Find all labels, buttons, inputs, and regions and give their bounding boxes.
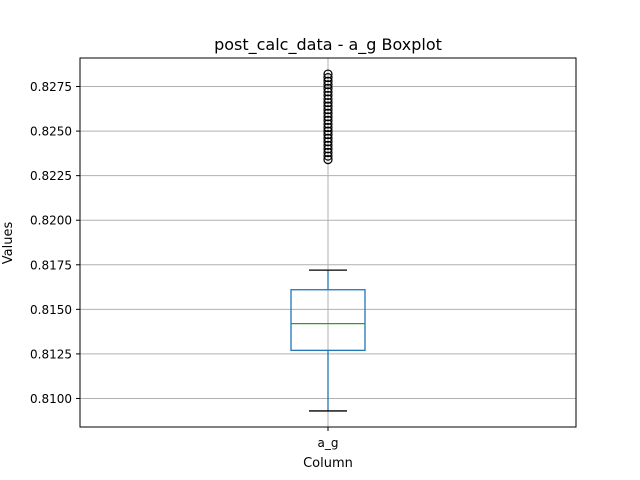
outlier-point: [323, 90, 333, 101]
y-tick-label: 0.8125: [30, 347, 72, 361]
outlier-point: [323, 130, 333, 140]
y-tick-label: 0.8225: [30, 169, 72, 183]
outlier-point: [323, 119, 333, 129]
outlier-point: [323, 147, 333, 158]
outlier-point: [323, 101, 333, 111]
outlier-point: [323, 151, 333, 161]
outlier-point: [323, 122, 333, 133]
outlier-point: [323, 115, 333, 125]
y-tick-label: 0.8200: [30, 214, 72, 228]
outlier-point: [323, 76, 333, 86]
y-tick-label: 0.8175: [30, 258, 72, 272]
outlier-point: [323, 144, 333, 154]
outlier-point: [323, 87, 333, 97]
y-tick-label: 0.8100: [30, 392, 72, 406]
outlier-point: [323, 137, 333, 147]
y-axis-label: Values: [1, 222, 16, 265]
outlier-point: [323, 126, 333, 136]
outlier-point: [323, 69, 333, 79]
outlier-point: [323, 73, 333, 83]
outlier-point: [323, 133, 333, 143]
outlier-point: [323, 105, 333, 115]
outlier-point: [323, 108, 333, 118]
y-tick-label: 0.8150: [30, 303, 72, 317]
y-tick-label: 0.8250: [30, 125, 72, 139]
plot-area: [290, 69, 366, 412]
outlier-point: [323, 94, 333, 104]
outlier-point: [323, 80, 333, 90]
grid-lines: [80, 58, 576, 427]
chart-title: post_calc_data - a_g Boxplot: [214, 35, 442, 55]
iqr-box: [290, 289, 366, 351]
outlier-point: [323, 140, 333, 150]
outlier-point: [323, 155, 333, 165]
y-axis-ticks: 0.8100 0.8125 0.8150 0.8175 0.8200 0.8225 0.82…: [30, 80, 80, 406]
outlier-point: [323, 83, 333, 93]
outlier-point: [323, 97, 333, 108]
y-tick-label: 0.8275: [30, 80, 72, 94]
x-axis-label: Column: [303, 456, 353, 471]
x-tick-label: a_g: [318, 436, 339, 450]
x-axis-ticks: a_g: [318, 427, 339, 450]
outlier-point: [323, 112, 333, 122]
